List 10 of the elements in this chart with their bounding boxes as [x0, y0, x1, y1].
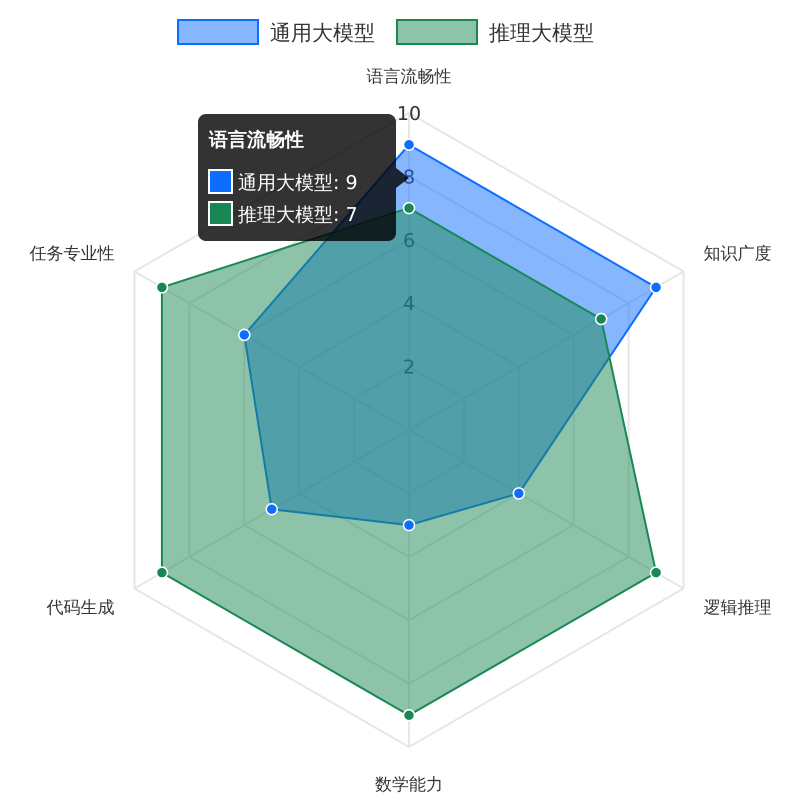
spoke-label: 知识广度: [704, 244, 772, 264]
y-tick-label: 8: [402, 166, 416, 188]
legend-label: 推理大模型: [489, 21, 594, 45]
legend-label: 通用大模型: [270, 21, 375, 45]
y-tick-label: 10: [396, 103, 422, 125]
spoke-label: 代码生成: [45, 598, 114, 618]
spoke-label: 任务专业性: [28, 244, 114, 264]
spoke-label: 数学能力: [375, 775, 443, 795]
spoke-label: 语言流畅性: [366, 67, 452, 87]
spoke-label: 逻辑推理: [704, 598, 772, 618]
